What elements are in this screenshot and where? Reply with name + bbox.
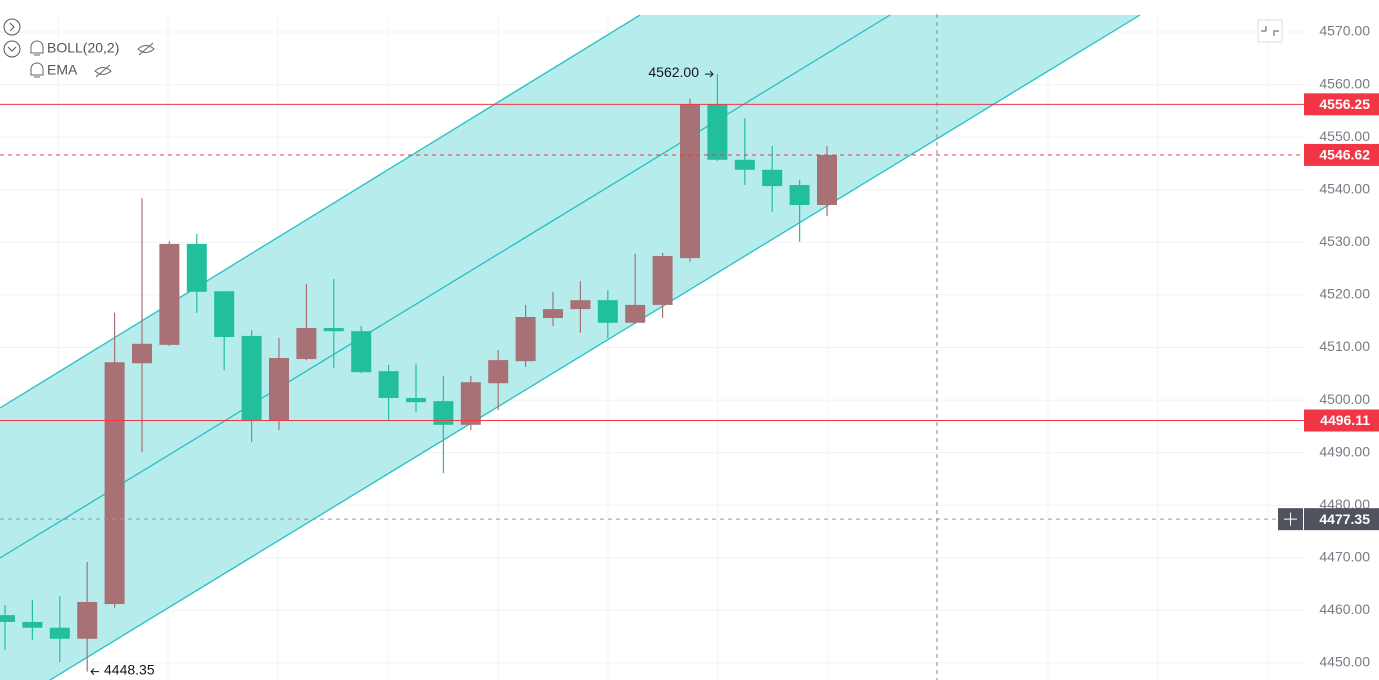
price-label: 4546.62 (1319, 147, 1370, 163)
price-label-box (1304, 508, 1379, 531)
price-label-box (1304, 143, 1379, 166)
indicator-label: BOLL(20,2) (47, 40, 119, 56)
alert-icon[interactable] (30, 62, 44, 78)
candle-body (159, 243, 180, 345)
price-label-box (1304, 409, 1379, 432)
visibility-icon[interactable] (137, 42, 155, 56)
candle-body (707, 104, 728, 160)
y-tick-label: 4510.00 (1319, 338, 1370, 354)
y-tick-label: 4530.00 (1319, 233, 1370, 249)
candle-body (296, 328, 317, 360)
low-label: 4448.35 (104, 661, 155, 677)
candle-body (22, 621, 43, 628)
y-tick-label: 4520.00 (1319, 286, 1370, 302)
candle-body (269, 358, 289, 421)
low-arrow (90, 668, 99, 675)
candle-body (625, 304, 646, 323)
candle-body (515, 316, 536, 362)
y-tick-label: 4550.00 (1319, 128, 1370, 144)
collapse-button[interactable] (3, 40, 21, 58)
plot: 4562.00 4448.35 (0, 64, 1304, 677)
candle-body (49, 627, 70, 639)
candle-body (817, 154, 837, 206)
expand-icon (9, 22, 15, 32)
candle-body (680, 104, 700, 259)
candle-body (77, 601, 98, 639)
expand-button[interactable] (3, 18, 21, 36)
candle-body (762, 169, 783, 187)
candle-body (214, 291, 235, 337)
price-label: 4556.25 (1319, 96, 1370, 112)
candle-body (186, 243, 207, 292)
candle-body (570, 300, 591, 310)
y-tick-label: 4560.00 (1319, 75, 1370, 91)
legend: BOLL(20,2) EMA (3, 18, 155, 78)
candle-body (734, 159, 755, 170)
price-label-box (1304, 93, 1379, 116)
price-label: 4477.35 (1319, 511, 1370, 527)
candle-body (323, 328, 344, 332)
y-tick-label: 4480.00 (1319, 496, 1370, 512)
high-arrow (705, 70, 714, 78)
alert-icon[interactable] (30, 40, 44, 56)
candle-body (543, 309, 563, 319)
visibility-icon[interactable] (94, 64, 112, 78)
y-tick-label: 4570.00 (1319, 23, 1370, 39)
candle-body (488, 360, 509, 384)
candle-body (0, 615, 15, 622)
y-tick-label: 4460.00 (1319, 601, 1370, 617)
price-axis: 4450.00 4460.00 4470.00 4480.00 4490.00 4500.… (1278, 23, 1379, 670)
add-icon (1284, 512, 1297, 526)
candle-body (241, 335, 262, 421)
y-tick-label: 4490.00 (1319, 443, 1370, 459)
candle-body (460, 382, 481, 425)
indicator-label: EMA (47, 62, 78, 78)
fullscreen-button[interactable] (1257, 19, 1283, 43)
candle-body (406, 397, 426, 403)
high-label: 4562.00 (648, 64, 699, 80)
channel-upper (0, 14, 641, 409)
collapse-icon (7, 46, 17, 52)
candle-body (652, 256, 673, 305)
channel-fill (0, 15, 1140, 680)
candle-body (597, 300, 618, 323)
candle-body (104, 362, 125, 605)
channel-lower (49, 14, 1141, 680)
candle-body (789, 185, 810, 206)
candle-body (351, 331, 372, 373)
y-tick-label: 4450.00 (1319, 654, 1370, 670)
y-tick-label: 4540.00 (1319, 180, 1370, 196)
candle-body (433, 401, 454, 425)
candle-body (132, 343, 152, 364)
price-label: 4496.11 (1320, 412, 1370, 428)
y-tick-label: 4500.00 (1319, 391, 1370, 407)
y-tick-label: 4470.00 (1319, 549, 1370, 565)
candle-body (378, 371, 399, 398)
channel-middle (0, 14, 891, 559)
